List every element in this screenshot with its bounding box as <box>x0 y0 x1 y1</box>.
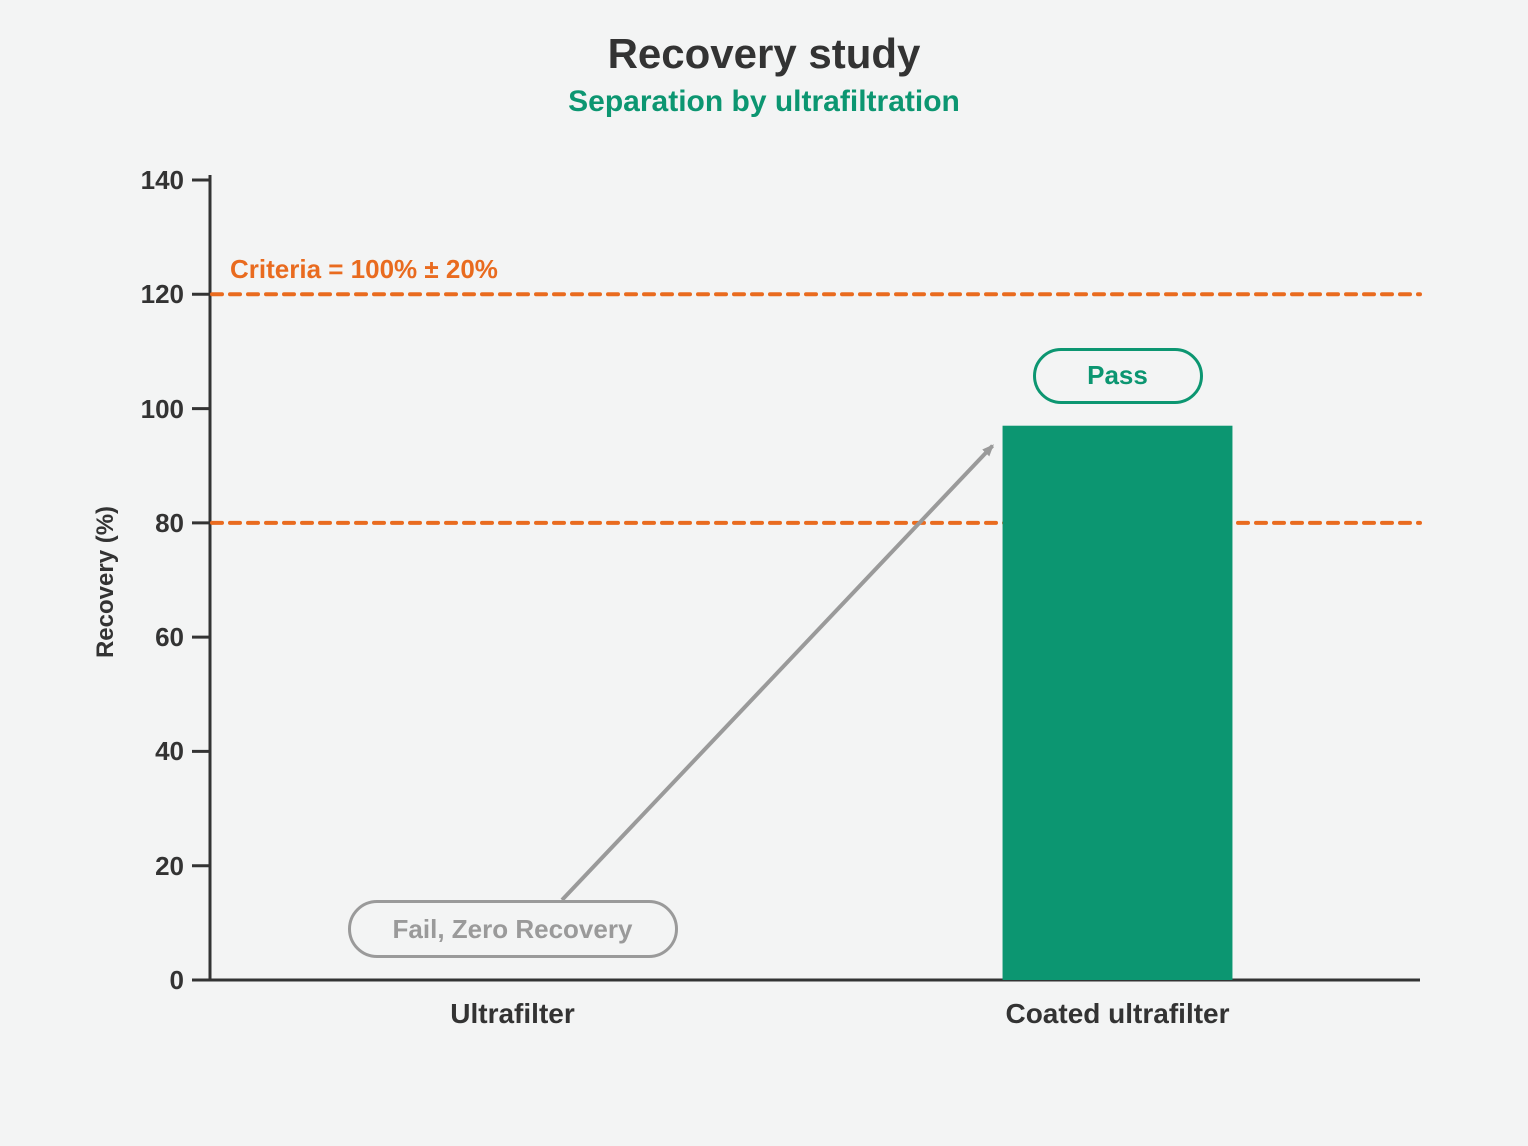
y-tick-label: 80 <box>114 508 184 539</box>
x-tick-label: Coated ultrafilter <box>815 998 1420 1030</box>
y-tick-label: 40 <box>114 736 184 767</box>
criteria-label: Criteria = 100% ± 20% <box>230 254 498 285</box>
pass-badge-text: Pass <box>1087 360 1148 391</box>
recovery-chart: Recovery study Separation by ultrafiltra… <box>0 0 1528 1146</box>
y-tick-label: 20 <box>114 851 184 882</box>
y-tick-label: 100 <box>114 394 184 425</box>
y-tick-label: 120 <box>114 279 184 310</box>
y-tick-label: 140 <box>114 165 184 196</box>
fail-badge-text: Fail, Zero Recovery <box>393 914 633 945</box>
chart-svg <box>0 0 1528 1146</box>
pass-badge: Pass <box>1033 348 1203 404</box>
y-tick-label: 0 <box>114 965 184 996</box>
fail-badge: Fail, Zero Recovery <box>348 900 678 958</box>
x-tick-label: Ultrafilter <box>210 998 815 1030</box>
y-tick-label: 60 <box>114 622 184 653</box>
